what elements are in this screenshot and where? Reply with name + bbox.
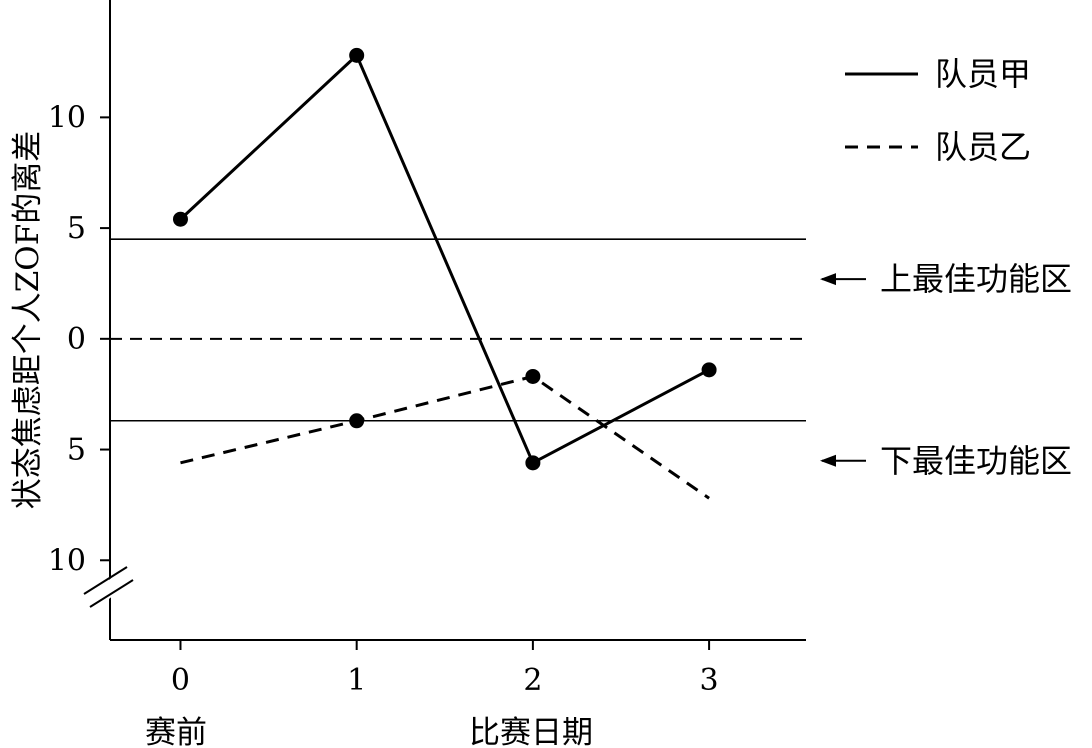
x-tick-label-3: 3 [700,663,719,698]
x-axis-label: 比赛日期 [469,715,593,748]
series-0-point-2 [525,455,541,471]
zone-label-2: 下最佳功能区 [880,442,1072,480]
zone-arrowhead-2 [820,454,836,467]
x-ticks: 0 1 2 3 [171,640,719,698]
legend-label-1: 队员乙 [935,128,1031,166]
zone-label-0: 上最佳功能区 [880,260,1072,298]
legend-label-0: 队员甲 [935,55,1031,93]
x-tick-label-0: 0 [171,663,190,698]
axis-break-icon [83,566,136,611]
series-1-point-1 [349,413,365,429]
series-layer [172,47,717,500]
y-axis-label: 状态焦虑距个人ZOF的离差 [10,131,46,509]
series-0-point-3 [701,362,717,378]
series-0-point-0 [172,211,188,227]
y-ticks: 10 5 0 5 10 [48,100,110,578]
series-0-point-1 [349,47,365,63]
axes [83,0,806,641]
y-tick-label-2: 0 [67,322,86,357]
y-tick-label-0: 10 [48,100,86,135]
x-start-label: 赛前 [145,715,207,748]
y-tick-label-1: 5 [67,211,86,246]
x-tick-label-2: 2 [523,663,542,698]
series-1-point-2 [525,368,541,384]
reference-lines [110,238,806,422]
zone-arrowhead-0 [820,273,836,286]
y-tick-label-4: 10 [48,543,86,578]
y-tick-label-3: 5 [67,433,86,468]
series-line-1 [180,374,710,500]
series-line-0 [179,53,710,465]
x-tick-label-1: 1 [347,663,366,698]
